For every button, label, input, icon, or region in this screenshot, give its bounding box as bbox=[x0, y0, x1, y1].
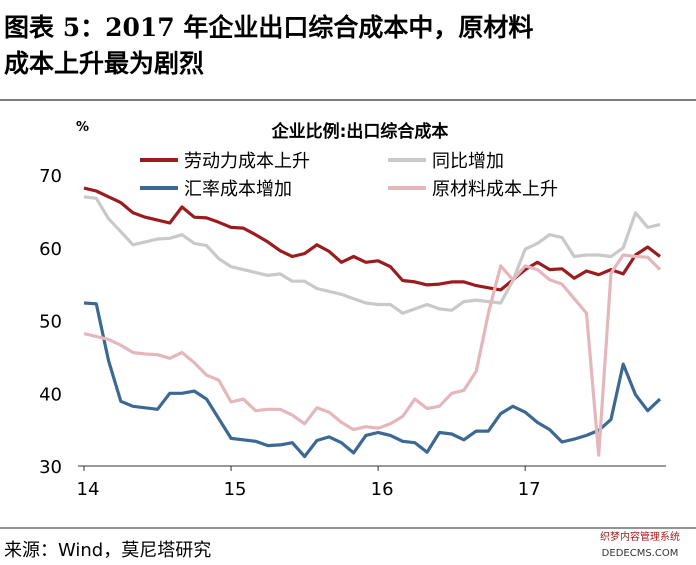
y-tick-label: 30 bbox=[39, 457, 62, 478]
y-tick-label: 40 bbox=[39, 384, 62, 405]
series-line bbox=[83, 253, 662, 457]
title-line: 图表 5：2017 年企业出口综合成本中，原材料 bbox=[4, 13, 533, 42]
x-tick-label: 15 bbox=[224, 479, 247, 500]
y-tick-label: 50 bbox=[39, 312, 62, 333]
source: 来源：Wind，莫尼塔研究 bbox=[4, 540, 211, 561]
legend-label: 原材料成本上升 bbox=[432, 179, 558, 200]
x-tick-label: 16 bbox=[371, 479, 394, 500]
chart-title: 企业比例:出口综合成本 bbox=[271, 121, 449, 142]
y-tick-label: 70 bbox=[39, 166, 62, 187]
legend-label: 汇率成本增加 bbox=[184, 179, 292, 200]
series-line bbox=[83, 195, 661, 315]
title-line: 成本上升最为剧烈 bbox=[4, 49, 204, 78]
legend-label: 同比增加 bbox=[432, 151, 504, 172]
x-tick-label: 17 bbox=[518, 479, 541, 500]
y-tick-label: 60 bbox=[39, 239, 62, 260]
watermark: 织梦内容管理系统 bbox=[600, 530, 680, 543]
watermark: DEDECMS.COM bbox=[602, 548, 679, 559]
series-line bbox=[83, 186, 661, 292]
legend-label: 劳动力成本上升 bbox=[184, 151, 310, 172]
x-tick-label: 14 bbox=[77, 479, 100, 500]
y-unit: % bbox=[76, 120, 89, 135]
series-line bbox=[83, 301, 662, 459]
